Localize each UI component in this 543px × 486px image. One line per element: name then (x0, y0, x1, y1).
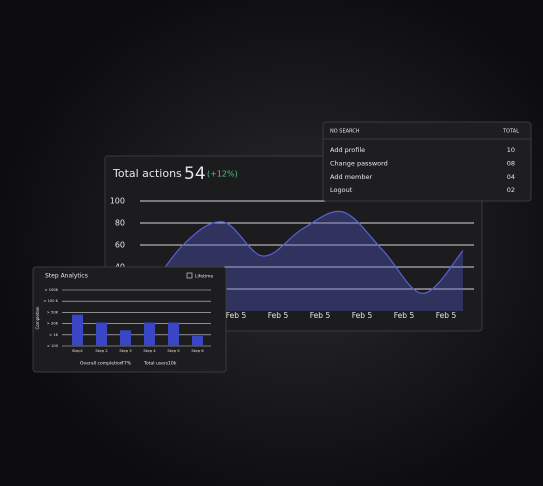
header: TOTAL (502, 129, 519, 135)
kpi-value: 54 (184, 164, 206, 184)
footer-label: Overall completion (80, 361, 123, 367)
panel-title: Total actions (112, 167, 182, 180)
row-label: Change password (330, 159, 388, 167)
x-tick-label: Feb 5 (226, 311, 247, 320)
calendar-icon (186, 272, 193, 279)
y-tick-label: > 100 (47, 344, 59, 348)
x-tick-label: Step 3 (119, 348, 132, 353)
row-value: 10 (507, 146, 515, 154)
x-tick-label: Step1 (72, 348, 84, 353)
row-value: 02 (507, 186, 515, 194)
x-tick-label: Feb 5 (352, 311, 373, 320)
row-label: Add profile (330, 146, 365, 154)
x-tick-label: Feb 5 (310, 311, 331, 320)
bar (72, 314, 83, 346)
y-tick-label: > 30K (47, 322, 59, 326)
row-label: Logout (330, 186, 353, 194)
bar (144, 322, 155, 346)
y-tick-label: > 1K (49, 333, 58, 337)
x-tick-label: Step 6 (191, 348, 204, 353)
bar (168, 322, 179, 346)
header: NO SEARCH (330, 129, 360, 135)
y-tick-label: 60 (115, 241, 125, 250)
panel-title: Step Analytics (45, 273, 88, 280)
bar (120, 330, 131, 346)
x-tick-label: Step 5 (167, 348, 180, 353)
y-tick-label: 100 (110, 197, 125, 206)
panel-bg (32, 266, 227, 373)
x-tick-label: Step 2 (95, 348, 108, 353)
table-panel: NO SEARCH TOTAL Add profile 10 Change passwo… (322, 121, 532, 202)
x-tick-label: Feb 5 (268, 311, 289, 320)
y-tick-label: > 50K (47, 310, 59, 314)
y-tick-label: > 100 K (43, 299, 58, 303)
footer-label: Total users (143, 361, 169, 367)
footer-value: 77% (121, 361, 132, 367)
x-tick-label: Step 4 (143, 348, 156, 353)
row-value: 08 (507, 159, 515, 167)
bar (192, 335, 203, 346)
y-tick-label: 80 (115, 219, 125, 228)
step-panel: Step Analytics Lifetime Completion > 100… (32, 266, 227, 373)
line (142, 210, 464, 301)
footer-value: 10k (168, 361, 177, 367)
row-value: 04 (507, 173, 515, 181)
period[interactable]: Lifetime (195, 274, 214, 280)
y-axis-label: Completion (35, 306, 40, 329)
x-tick-label: Feb 5 (394, 311, 415, 320)
panel-bg (322, 121, 532, 202)
kpi-change: (+12%) (207, 170, 238, 179)
row-label: Add member (330, 173, 372, 181)
y-tick-label: > 100K (45, 288, 59, 292)
x-tick-label: Feb 5 (436, 311, 457, 320)
bar (96, 322, 107, 346)
